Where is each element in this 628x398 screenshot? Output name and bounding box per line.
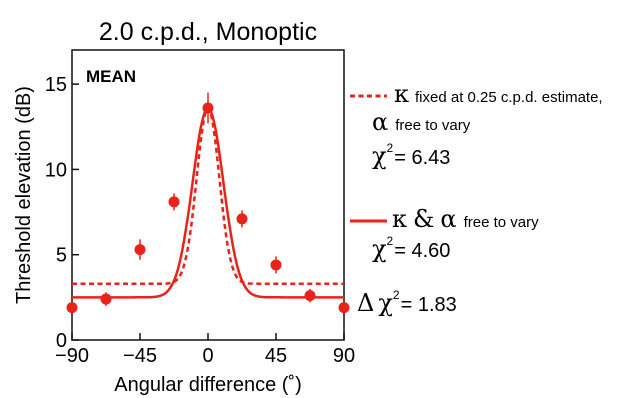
x-axis-label: Angular difference (˚) (114, 374, 302, 396)
legend-entry-free-kappa-alpha: κ & α free to vary χ2= 4.60 (350, 205, 539, 263)
x-axis-ticks: −90 −45 0 45 90 (55, 333, 355, 367)
data-point (66, 302, 78, 314)
x-tick-label: 0 (202, 345, 213, 367)
x-tick-label: −90 (55, 345, 89, 367)
x-tick-label: 45 (265, 345, 287, 367)
fit-curve-dashed (72, 106, 344, 285)
y-axis-label: Threshold elevation (dB) (13, 86, 35, 304)
y-tick-label: 10 (45, 159, 67, 181)
chart-title: 2.0 c.p.d., Monoptic (99, 18, 317, 46)
legend-2-line1: κ & α free to vary (392, 205, 539, 233)
data-point (236, 213, 248, 225)
data-point (304, 290, 316, 302)
y-axis-ticks: 0 5 10 15 (45, 74, 79, 352)
legend-1-line2: α free to vary (372, 108, 471, 136)
data-point (270, 259, 282, 271)
y-tick-label: 0 (56, 330, 67, 352)
y-tick-label: 15 (45, 74, 67, 96)
fit-curve-solid (72, 106, 344, 299)
data-point (134, 244, 146, 256)
legend-entry-fixed-kappa: κ fixed at 0.25 c.p.d. estimate, α free to… (350, 80, 603, 170)
x-tick-label: 90 (333, 345, 355, 367)
y-tick-label: 5 (56, 245, 67, 267)
data-point (100, 293, 112, 305)
data-point (338, 302, 350, 314)
plot-area: MEAN (66, 49, 350, 341)
data-point (202, 102, 214, 114)
legend-2-chi: χ2= 4.60 (372, 234, 450, 263)
legend-1-line1: κ fixed at 0.25 c.p.d. estimate, (394, 80, 603, 108)
mean-label: MEAN (86, 67, 136, 86)
legend-1-chi: χ2= 6.43 (372, 141, 450, 170)
fit-curves (72, 106, 344, 299)
data-point (168, 196, 180, 208)
data-points (66, 92, 350, 314)
x-tick-label: −45 (123, 345, 157, 367)
